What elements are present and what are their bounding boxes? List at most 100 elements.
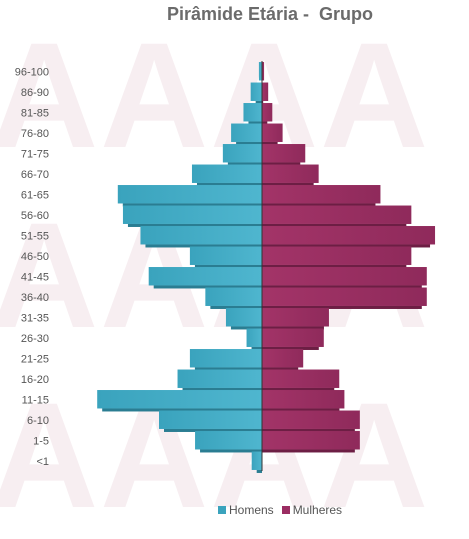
bar-mulheres-edge xyxy=(262,121,268,125)
bar-homens xyxy=(251,451,262,470)
bar-homens-edge xyxy=(102,408,262,412)
bar-mulheres xyxy=(262,205,412,224)
bar-mulheres xyxy=(262,390,345,409)
bar-mulheres-edge xyxy=(262,223,407,227)
watermark-letter: A xyxy=(0,371,99,539)
category-label: 86-90 xyxy=(21,87,49,99)
bar-mulheres xyxy=(262,103,273,122)
bar-mulheres-edge xyxy=(262,408,340,412)
bar-homens-edge xyxy=(182,387,262,391)
category-label: 71-75 xyxy=(21,148,49,160)
bar-homens-edge xyxy=(127,223,262,227)
series-mulheres xyxy=(262,62,436,453)
bar-homens xyxy=(205,287,262,306)
bar-mulheres xyxy=(262,185,381,204)
category-label: 6-10 xyxy=(27,415,49,427)
watermark-letter: A xyxy=(320,11,429,179)
watermark-letter: A xyxy=(100,11,209,179)
bar-mulheres-edge xyxy=(262,346,319,350)
bar-mulheres-edge xyxy=(262,264,407,268)
bar-mulheres xyxy=(262,246,412,265)
bar-homens xyxy=(140,226,262,245)
bar-mulheres-edge xyxy=(262,100,264,104)
bar-mulheres-edge xyxy=(262,244,431,248)
bar-mulheres-edge xyxy=(262,428,355,432)
category-label: 21-25 xyxy=(21,353,49,365)
legend: Homens Mulheres xyxy=(218,503,342,517)
bar-mulheres xyxy=(262,164,319,183)
chart-title: Pirâmide Etária - Grupo xyxy=(166,4,374,24)
category-label: 1-5 xyxy=(33,435,49,447)
bar-homens-edge xyxy=(210,305,262,309)
category-label: 16-20 xyxy=(21,374,49,386)
bar-homens xyxy=(231,123,262,142)
bar-homens-edge xyxy=(236,141,262,145)
category-label: <1 xyxy=(36,456,49,468)
bar-mulheres xyxy=(262,123,283,142)
bar-homens-edge xyxy=(194,264,262,268)
bar-homens xyxy=(97,390,262,409)
category-label: 96-100 xyxy=(15,66,49,78)
bar-homens xyxy=(222,144,262,163)
bar-mulheres xyxy=(262,267,427,286)
category-label: 81-85 xyxy=(21,107,49,119)
bar-homens xyxy=(159,410,262,429)
category-label: 11-15 xyxy=(22,394,49,406)
bar-mulheres-edge xyxy=(262,285,422,289)
bar-mulheres xyxy=(262,82,269,101)
legend-swatch-homens xyxy=(218,506,226,514)
population-pyramid-chart: 96-100 86-90 81-85 76-80 71-75 66-70 61-65 56-6… xyxy=(15,61,436,473)
bar-mulheres-edge xyxy=(262,203,376,207)
bar-homens xyxy=(246,328,262,347)
bar-mulheres-edge xyxy=(262,305,422,309)
bar-mulheres xyxy=(262,226,436,245)
legend-item-mulheres: Mulheres xyxy=(281,503,342,517)
category-label: 31-35 xyxy=(21,312,49,324)
bar-homens xyxy=(191,164,262,183)
bar-mulheres xyxy=(262,431,360,450)
category-label: 41-45 xyxy=(21,271,49,283)
bar-homens-edge xyxy=(153,285,262,289)
bar-homens-edge xyxy=(194,367,262,371)
bar-homens xyxy=(117,185,262,204)
bar-homens-edge xyxy=(200,449,262,453)
bar-homens xyxy=(122,205,262,224)
bar-mulheres xyxy=(262,328,324,347)
bar-mulheres xyxy=(262,369,340,388)
category-label: 26-30 xyxy=(21,333,49,345)
bar-homens xyxy=(258,62,262,81)
bar-homens xyxy=(250,82,262,101)
bar-homens xyxy=(225,308,262,327)
bar-homens xyxy=(189,246,262,265)
bar-homens-edge xyxy=(196,182,262,186)
bar-homens-edge xyxy=(256,469,262,473)
bar-homens-edge xyxy=(122,203,262,207)
bar-homens xyxy=(148,267,262,286)
bar-homens xyxy=(189,349,262,368)
bar-homens xyxy=(243,103,262,122)
bar-homens-edge xyxy=(227,162,262,166)
watermark-letter: A xyxy=(0,11,99,179)
bar-mulheres xyxy=(262,308,329,327)
category-labels: 96-100 86-90 81-85 76-80 71-75 66-70 61-65 56-6… xyxy=(15,66,49,468)
bar-mulheres xyxy=(262,349,304,368)
category-label: 51-55 xyxy=(21,230,49,242)
bar-mulheres xyxy=(262,287,427,306)
bar-homens-edge xyxy=(248,121,262,125)
bar-homens-edge xyxy=(251,346,262,350)
legend-item-homens: Homens xyxy=(218,503,274,517)
legend-swatch-mulheres xyxy=(281,506,290,514)
bar-mulheres-edge xyxy=(262,141,278,145)
bar-mulheres xyxy=(262,410,360,429)
bar-mulheres-edge xyxy=(262,367,299,371)
bar-homens-edge xyxy=(145,244,262,248)
category-label: 66-70 xyxy=(21,169,49,181)
bar-mulheres-edge xyxy=(262,162,301,166)
bar-homens-edge xyxy=(255,100,262,104)
category-label: 76-80 xyxy=(21,128,49,140)
legend-label-homens: Homens xyxy=(229,503,274,517)
watermark-letter: A xyxy=(0,191,99,359)
bar-mulheres-edge xyxy=(262,182,314,186)
category-label: 61-65 xyxy=(21,189,49,201)
bar-homens xyxy=(177,369,262,388)
